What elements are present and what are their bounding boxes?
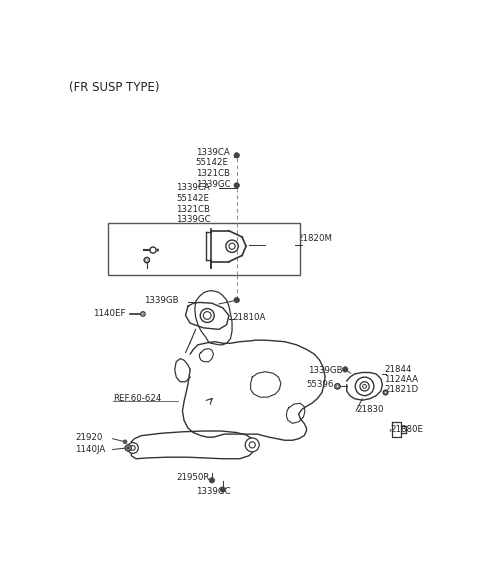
Circle shape [145,259,148,262]
Text: 1125GF: 1125GF [108,233,142,241]
Text: 21810A: 21810A [232,313,265,321]
Circle shape [249,442,255,448]
Circle shape [220,487,226,492]
Circle shape [336,385,339,388]
Circle shape [200,309,214,323]
Text: 1339CA
55142E
1321CB
1339GC: 1339CA 55142E 1321CB 1339GC [196,147,230,189]
Circle shape [245,438,259,452]
Text: REF.60-624: REF.60-624 [113,394,161,403]
Text: 21920: 21920 [75,433,103,442]
Circle shape [355,377,374,396]
Circle shape [234,183,240,188]
Circle shape [156,249,159,251]
Circle shape [234,297,240,303]
Circle shape [142,313,144,315]
Circle shape [234,153,240,158]
Circle shape [226,240,238,252]
Text: 21844: 21844 [384,365,411,374]
Text: 1124AA: 1124AA [384,375,418,384]
Text: 21821D: 21821D [384,385,418,394]
Text: 1339GC: 1339GC [196,487,230,495]
Text: 21880E: 21880E [390,425,423,434]
Text: 1339CA
55142E
1321CB
1339GC: 1339CA 55142E 1321CB 1339GC [176,183,211,224]
Text: 1140EF: 1140EF [93,309,125,319]
Text: (FR SUSP TYPE): (FR SUSP TYPE) [69,81,160,94]
Circle shape [144,257,149,263]
Circle shape [127,442,138,453]
Circle shape [343,367,348,372]
Text: 21820M: 21820M [297,234,332,243]
Text: 62322: 62322 [123,253,151,262]
Text: 1339GB: 1339GB [308,366,343,376]
Text: 1339GB: 1339GB [144,295,179,305]
Circle shape [229,243,235,249]
Bar [108,223,300,275]
Text: 21830: 21830 [356,405,384,414]
Circle shape [209,478,215,483]
Circle shape [384,391,387,393]
Text: 21825S: 21825S [264,234,298,243]
Circle shape [127,446,130,449]
Circle shape [123,440,127,444]
Text: 55396: 55396 [306,380,334,389]
Circle shape [141,312,145,316]
Circle shape [383,390,388,395]
Circle shape [150,247,156,253]
Circle shape [131,446,135,450]
Text: 1140JA: 1140JA [75,445,106,454]
Circle shape [335,384,340,389]
Circle shape [360,382,369,391]
Text: 21950R: 21950R [176,473,210,482]
Circle shape [362,384,367,388]
Circle shape [204,312,211,319]
Circle shape [125,445,132,451]
